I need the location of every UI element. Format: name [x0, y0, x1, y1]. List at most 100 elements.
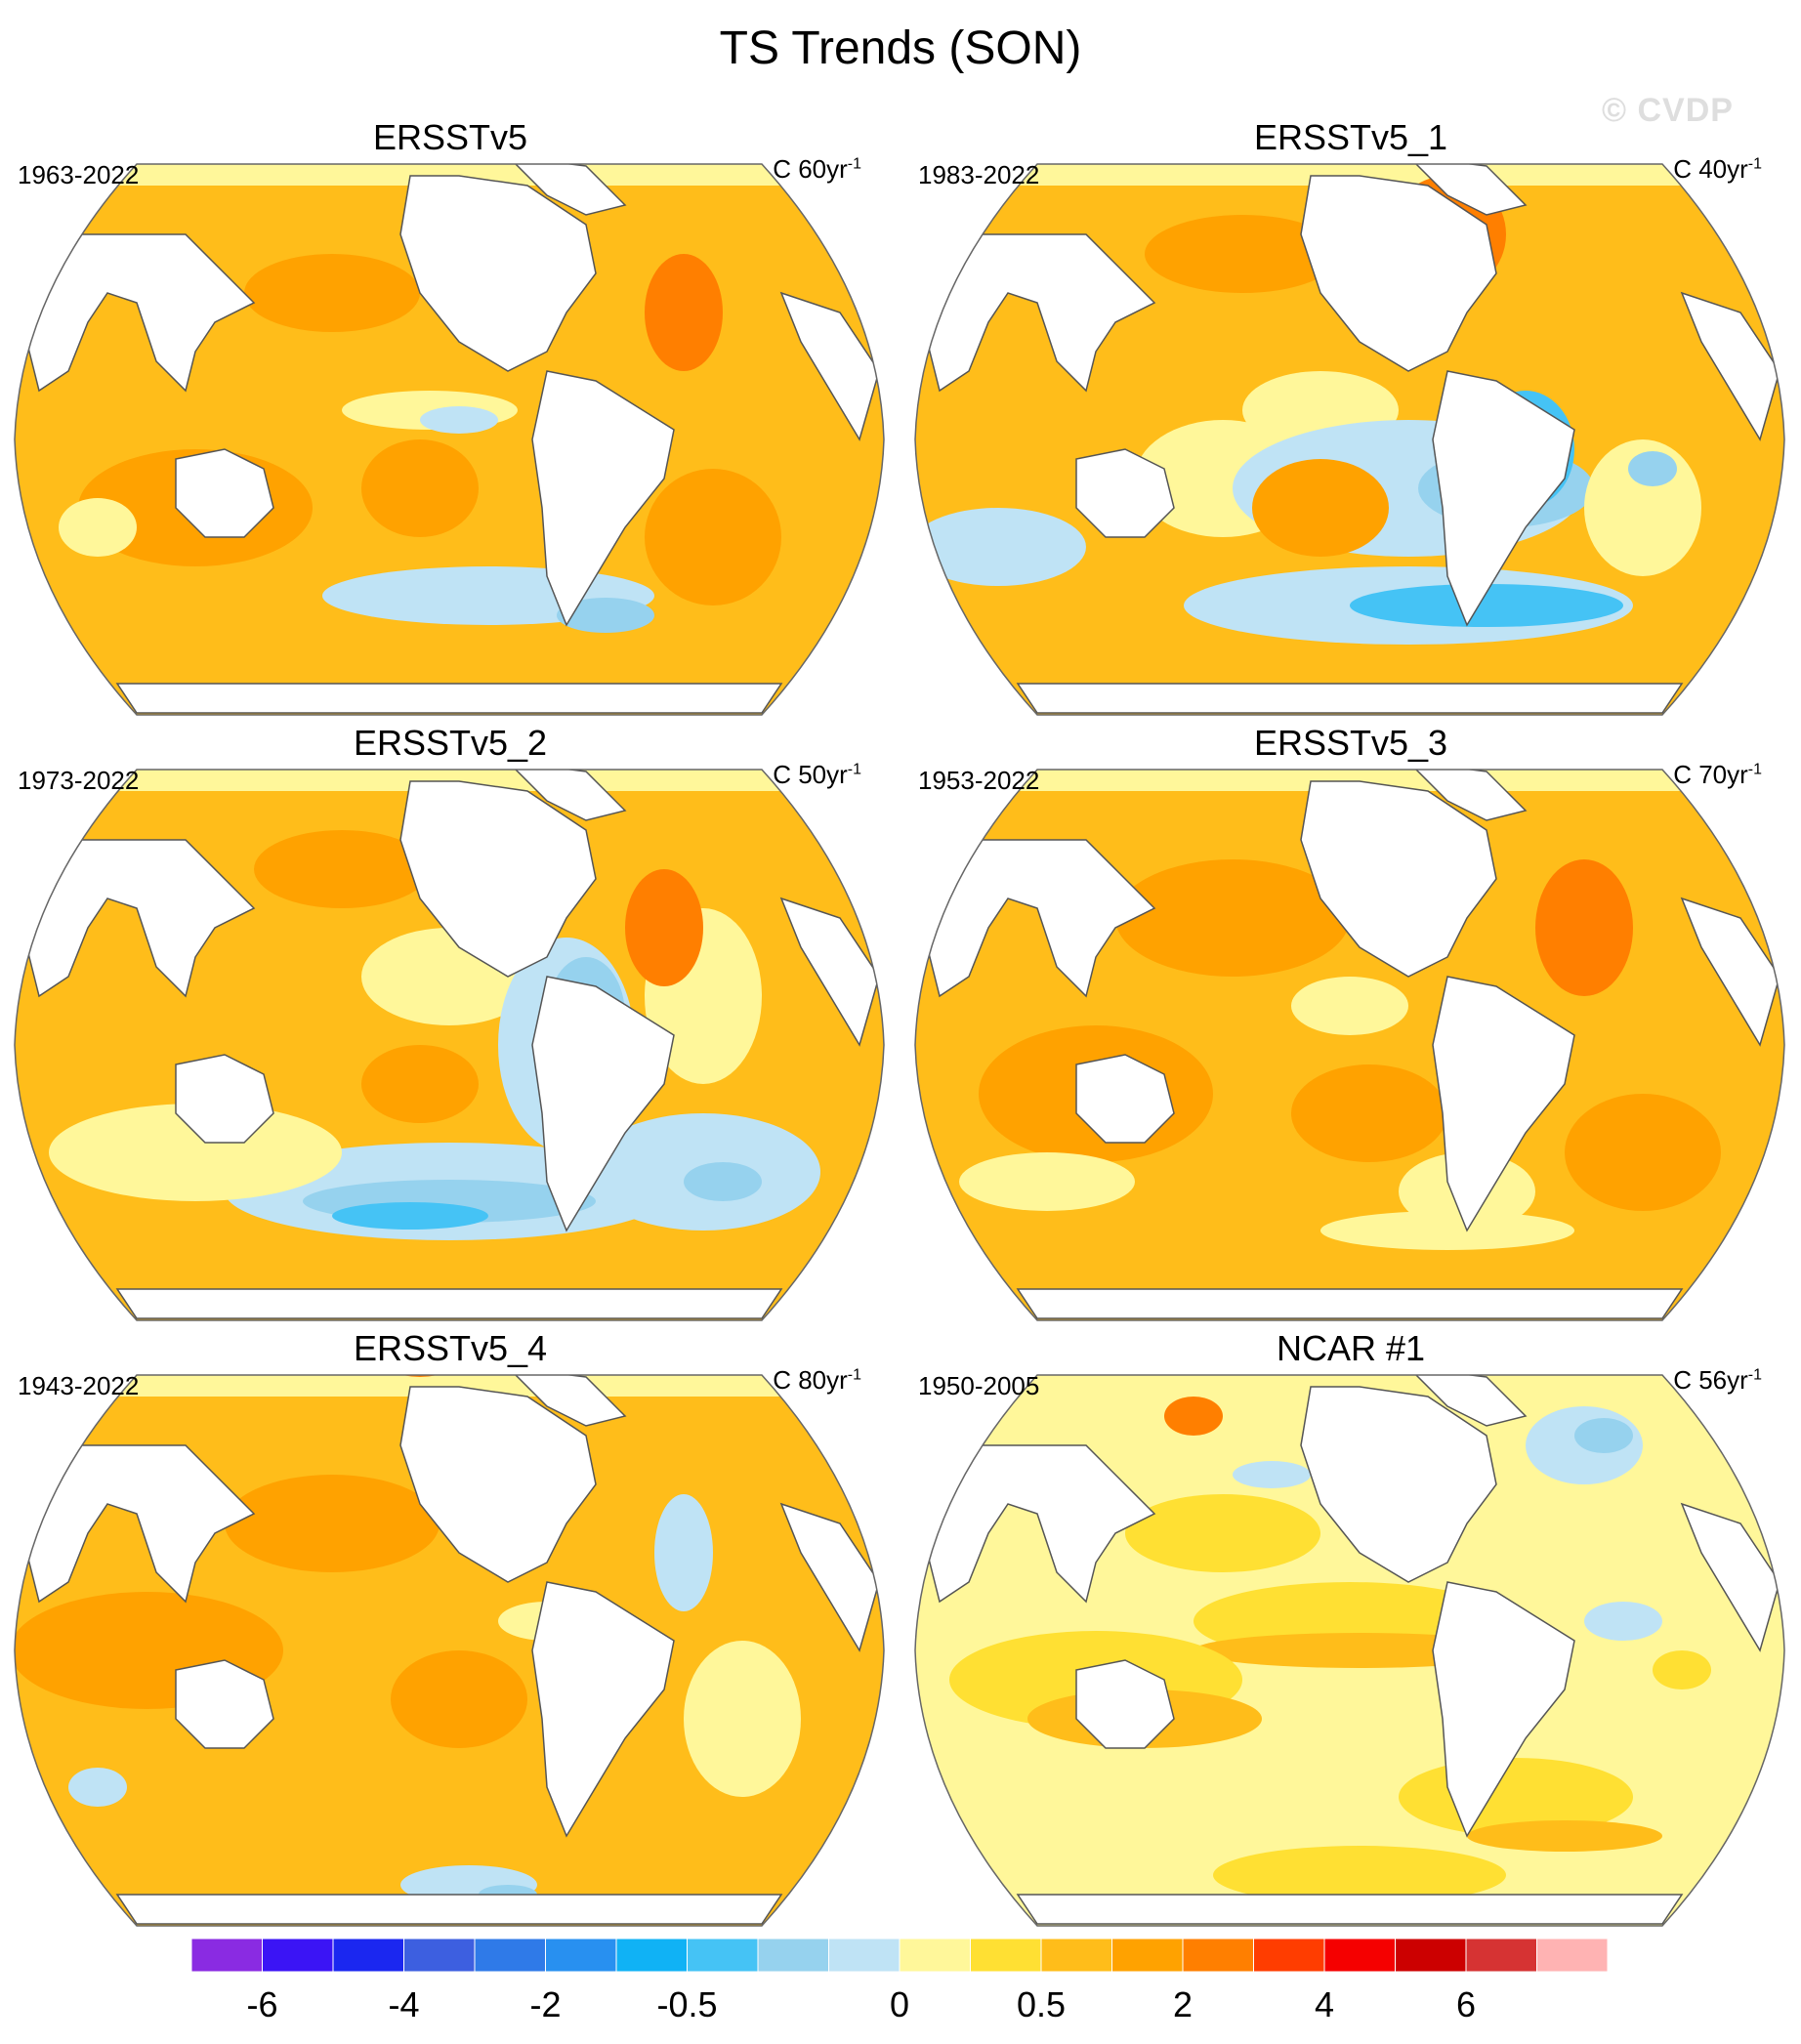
trend-region: [1233, 1461, 1311, 1488]
panel-title: ERSSTv5_2: [353, 723, 548, 763]
colorbar-swatch: [1040, 1939, 1112, 1973]
trend-region: [49, 1104, 342, 1201]
panel-title: ERSSTv5_1: [1253, 117, 1448, 157]
colorbar-tick-label: 0.5: [1016, 1984, 1067, 2024]
units-prefix: C 56yr: [1673, 1365, 1748, 1395]
land-mass: [1075, 448, 1175, 538]
colorbar-swatch: [403, 1939, 476, 1973]
colorbar-swatch: [190, 1939, 263, 1973]
units-prefix: C 50yr: [773, 760, 848, 789]
map-projection: [914, 769, 1785, 1321]
trend-region: [684, 1641, 801, 1797]
land-mass: [1016, 1894, 1684, 1925]
colorbar-swatch: [545, 1939, 617, 1973]
units-label: C 70yr-1: [1673, 760, 1762, 790]
trend-region: [645, 469, 781, 605]
land-mass: [23, 1444, 256, 1604]
land-mass: [399, 780, 597, 978]
colorbar-tick-label: 0: [889, 1984, 910, 2024]
trend-region: [391, 1650, 527, 1748]
land-mass: [175, 1054, 274, 1144]
colorbar-swatch: [970, 1939, 1042, 1973]
land-mass: [23, 839, 256, 998]
trend-region: [254, 830, 430, 908]
land-mass: [23, 233, 256, 393]
land-mass: [1300, 1386, 1497, 1583]
land-mass: [1300, 780, 1497, 978]
trend-region: [1252, 459, 1389, 557]
land-mass: [924, 839, 1156, 998]
trend-region: [332, 1202, 488, 1230]
units-label: C 60yr-1: [773, 154, 861, 185]
land-mass: [924, 1444, 1156, 1604]
trend-region: [361, 439, 479, 537]
period-label: 1983-2022: [918, 160, 1040, 189]
trend-region: [1320, 1211, 1574, 1250]
cvdp-watermark: © CVDP: [1602, 92, 1734, 129]
map-border: [14, 1374, 885, 1927]
colorbar-tick-label: -4: [388, 1984, 420, 2024]
map-projection: [14, 163, 885, 716]
land-mass: [1075, 1659, 1175, 1749]
trend-region: [420, 406, 498, 434]
trend-region: [1291, 977, 1408, 1035]
land-mass: [1016, 683, 1684, 714]
colorbar-swatch: [474, 1939, 546, 1973]
trend-region: [1653, 1650, 1711, 1689]
panel-title: ERSSTv5_4: [353, 1328, 548, 1368]
colorbar-swatch: [828, 1939, 900, 1973]
trend-region: [1291, 1064, 1447, 1162]
trend-region: [1350, 584, 1623, 627]
units-prefix: C 60yr: [773, 154, 848, 184]
land-mass: [924, 233, 1156, 393]
land-mass: [1016, 1288, 1684, 1319]
colorbar-swatch: [899, 1939, 971, 1973]
colorbar-tick-label: 6: [1455, 1984, 1477, 2024]
map-panel-1: ERSSTv5 1963-2022 C 60yr-1: [0, 117, 900, 723]
land-mass: [779, 291, 880, 441]
land-mass: [1680, 1502, 1780, 1652]
map-border: [14, 163, 885, 716]
trend-region: [244, 254, 420, 332]
trend-region: [625, 869, 703, 986]
land-mass: [175, 1659, 274, 1749]
colorbar-swatch: [1182, 1939, 1254, 1973]
map-projection: [14, 1374, 885, 1927]
map-border: [914, 769, 1785, 1321]
trend-region: [959, 1152, 1135, 1211]
land-mass: [779, 1502, 880, 1652]
trend-region: [1164, 1397, 1223, 1436]
land-mass: [115, 1894, 783, 1925]
map-projection: [914, 1374, 1785, 1927]
trend-region: [1467, 1820, 1662, 1852]
land-mass: [399, 1386, 597, 1583]
colorbar-tick-label: 4: [1314, 1984, 1335, 2024]
trend-region: [1584, 1602, 1662, 1641]
map-panel-5: ERSSTv5_4 1943-2022 C 80yr-1: [0, 1328, 900, 1934]
map-border: [14, 769, 885, 1321]
colorbar-swatch: [1253, 1939, 1325, 1973]
land-mass: [399, 175, 597, 372]
land-mass: [1680, 897, 1780, 1047]
trend-region: [1565, 1094, 1721, 1211]
panel-title: NCAR #1: [1276, 1328, 1426, 1368]
trend-region: [1115, 859, 1350, 977]
units-prefix: C 70yr: [1673, 760, 1748, 789]
units-exponent: -1: [847, 155, 861, 173]
map-panel-4: ERSSTv5_3 1953-2022 C 70yr-1: [900, 723, 1801, 1328]
trend-region: [1628, 451, 1677, 486]
map-projection: [914, 163, 1785, 716]
units-label: C 40yr-1: [1673, 154, 1762, 185]
trend-region: [1145, 215, 1340, 293]
trend-region: [361, 1045, 479, 1123]
land-mass: [531, 1581, 675, 1838]
period-label: 1943-2022: [18, 1371, 140, 1400]
colorbar-tick-label: -0.5: [656, 1984, 718, 2024]
panel-title: ERSSTv5_3: [1253, 723, 1448, 763]
colorbar-tick-label: -2: [529, 1984, 562, 2024]
colorbar-swatch: [1536, 1939, 1609, 1973]
trend-region: [1213, 1846, 1506, 1904]
colorbar: [190, 1939, 1609, 1973]
period-label: 1953-2022: [918, 766, 1040, 795]
land-mass: [779, 897, 880, 1047]
